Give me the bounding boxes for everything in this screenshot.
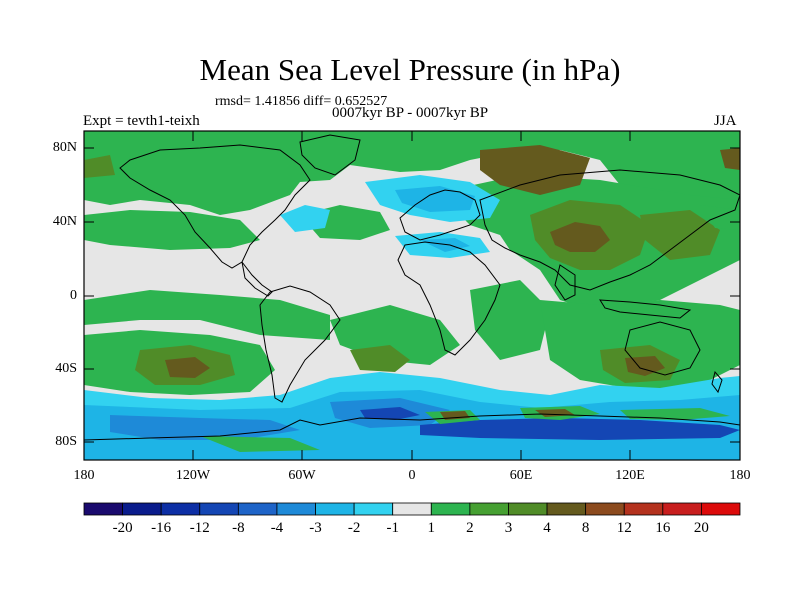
season-label: JJA [714, 113, 737, 129]
mediterranean-blue [420, 238, 470, 252]
colorbar-label: 4 [543, 520, 551, 536]
x-label-0: 0 [408, 468, 416, 483]
colorbar-label: -1 [386, 520, 399, 536]
colorbar-box [623, 502, 664, 516]
south-america-coast [259, 285, 341, 403]
x-label-60e: 60E [509, 468, 533, 483]
colorbar-box [237, 502, 278, 516]
colorbar-label: 3 [504, 520, 513, 536]
colorbar-box [160, 502, 201, 516]
north-pacific-green [84, 210, 260, 250]
x-ticks [83, 131, 631, 460]
coastlines [84, 134, 740, 441]
east-asia-dark-green [640, 210, 720, 260]
europe-coast [399, 189, 481, 241]
y-label-40s: 40S [55, 361, 77, 376]
colorbar-label: 20 [693, 520, 709, 536]
colorbar-label: 16 [655, 520, 671, 536]
y-label-0: 0 [70, 288, 77, 303]
south-atlantic-dark-green [350, 345, 410, 372]
x-label-120e: 120E [615, 468, 645, 483]
colorbar-label: 8 [581, 520, 590, 536]
africa-coast [397, 241, 501, 356]
y-label-80n: 80N [52, 140, 77, 155]
colorbar-box [662, 502, 702, 516]
colorbar-box [585, 502, 625, 516]
colorbar-box [430, 502, 471, 516]
colorbar-label: -12 [189, 520, 210, 536]
colorbar-box [315, 502, 355, 516]
southern-ocean-deep-blue [360, 407, 420, 420]
southern-ocean-dark-blue [110, 415, 300, 440]
y-ticks [84, 147, 740, 443]
colorbar-box [276, 502, 316, 516]
pressure-field [84, 131, 740, 460]
colorbar [83, 502, 741, 516]
arctic-green-band [84, 131, 740, 215]
antarctic-green-3 [620, 408, 730, 420]
dateline-north-brown [720, 148, 740, 170]
x-label-180w: 180 [73, 468, 95, 483]
tropical-band-green [84, 290, 330, 340]
colorbar-box [469, 502, 509, 516]
colorbar-box [392, 502, 432, 516]
india-coast [554, 264, 576, 301]
new-zealand-coast [711, 370, 723, 394]
colorbar-box [199, 502, 239, 516]
south-indian-brown [625, 356, 665, 376]
experiment-label: Expt = tevth1-teixh [83, 113, 200, 129]
eurasia-brown [550, 222, 610, 252]
colorbar-box [508, 502, 548, 516]
rmsd-diff-stats: rmsd= 1.41856 diff= 0.652527 [215, 94, 388, 109]
dateline-north-dark-green [84, 155, 115, 178]
greenland-coast [299, 134, 361, 176]
colorbar-label: 1 [427, 520, 436, 536]
colorbar-label: -20 [112, 520, 133, 536]
x-label-60w: 60W [288, 468, 316, 483]
colorbar-label: 12 [616, 520, 632, 536]
colorbar-label: 2 [466, 520, 474, 536]
colorbar-box [353, 502, 394, 516]
africa-east-green [470, 280, 550, 360]
colorbar-box [546, 502, 587, 516]
period-subtitle: 0007kyr BP - 0007kyr BP [331, 105, 489, 121]
colorbar-label: -4 [270, 520, 284, 536]
central-america-coast [241, 261, 273, 297]
x-label-180e: 180 [729, 468, 751, 483]
australia-coast [624, 321, 701, 376]
colorbar-label: -3 [309, 520, 322, 536]
indonesia-coast [599, 299, 692, 319]
colorbar-box [83, 502, 123, 516]
south-pacific-brown [165, 357, 210, 378]
colorbar-label: -2 [347, 520, 361, 536]
y-label-80s: 80S [55, 434, 77, 449]
labrador-cyan [280, 205, 330, 232]
colorbar-box [701, 502, 741, 516]
north-america-coast [119, 144, 311, 269]
colorbar-box [122, 502, 162, 516]
map-title: Mean Sea Level Pressure (in hPa) [199, 52, 621, 87]
asia-coast [479, 169, 740, 291]
colorbar-label: -8 [232, 520, 245, 536]
x-label-120w: 120W [175, 468, 211, 483]
antarctic-coast-blue [420, 418, 740, 440]
north-pacific-west-green [700, 205, 740, 230]
y-label-40n: 40N [52, 214, 77, 229]
antarctic-green-4 [200, 436, 320, 452]
antarctica-coast [84, 413, 740, 441]
siberia-brown [480, 145, 590, 195]
colorbar-label: -16 [151, 520, 172, 536]
